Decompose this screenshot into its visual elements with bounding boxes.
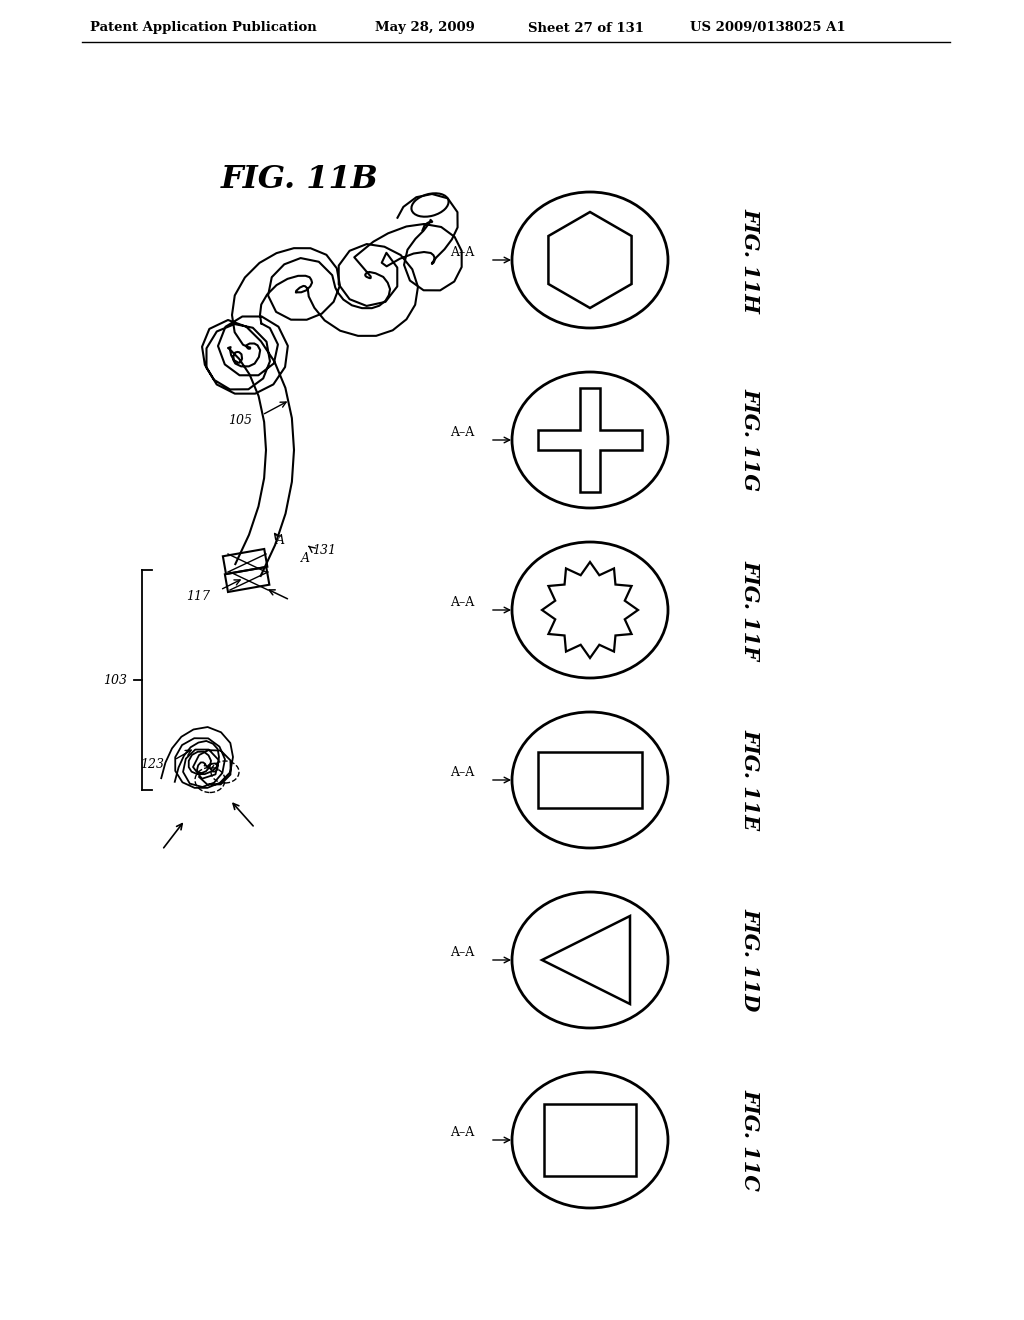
Text: US 2009/0138025 A1: US 2009/0138025 A1 xyxy=(690,21,846,34)
Text: A–A: A–A xyxy=(450,945,474,958)
Text: FIG. 11H: FIG. 11H xyxy=(740,207,760,313)
Text: A: A xyxy=(275,533,285,546)
Text: FIG. 11B: FIG. 11B xyxy=(221,165,379,195)
Bar xyxy=(544,1104,636,1176)
Text: A–A: A–A xyxy=(450,425,474,438)
Bar xyxy=(538,752,642,808)
Text: Sheet 27 of 131: Sheet 27 of 131 xyxy=(528,21,644,34)
Text: FIG. 11D: FIG. 11D xyxy=(740,908,760,1011)
Text: A–A: A–A xyxy=(450,766,474,779)
Text: 103: 103 xyxy=(103,673,127,686)
Text: FIG. 11G: FIG. 11G xyxy=(740,388,760,491)
Text: A–A: A–A xyxy=(450,595,474,609)
Text: May 28, 2009: May 28, 2009 xyxy=(375,21,475,34)
Text: FIG. 11F: FIG. 11F xyxy=(740,560,760,660)
Text: FIG. 11C: FIG. 11C xyxy=(740,1089,760,1191)
Text: 105: 105 xyxy=(228,413,252,426)
Text: 131: 131 xyxy=(312,544,336,557)
Text: FIG. 11E: FIG. 11E xyxy=(740,730,760,830)
Text: A: A xyxy=(300,552,309,565)
Bar xyxy=(223,549,267,574)
Text: Patent Application Publication: Patent Application Publication xyxy=(90,21,316,34)
Bar xyxy=(225,568,269,591)
Text: A–A: A–A xyxy=(450,246,474,259)
Text: 117: 117 xyxy=(186,590,210,602)
Text: A–A: A–A xyxy=(450,1126,474,1138)
Text: 123: 123 xyxy=(140,759,164,771)
